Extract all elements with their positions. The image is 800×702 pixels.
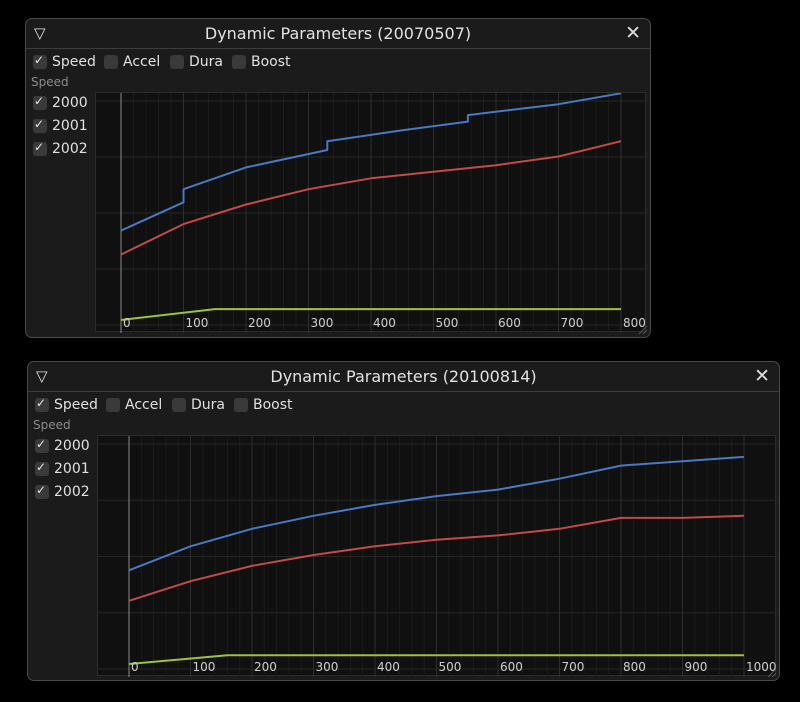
window-titlebar[interactable]: ▽ Dynamic Parameters (20070507) ✕ (26, 19, 650, 49)
series-label-2002: 2002 (52, 141, 88, 157)
checkbox-accel[interactable] (106, 398, 120, 412)
toggle-speed[interactable]: Speed (35, 396, 98, 413)
x-tick-label: 200 (254, 660, 277, 674)
checkbox-accel[interactable] (104, 55, 118, 69)
toggle-dura-label: Dura (189, 54, 223, 70)
x-tick-label: 400 (377, 660, 400, 674)
close-icon[interactable]: ✕ (625, 22, 641, 44)
x-tick-label: 500 (436, 316, 459, 330)
x-tick-label: 700 (561, 316, 584, 330)
toggle-boost[interactable]: Boost (234, 397, 293, 413)
x-tick-label: 1000 (746, 660, 777, 674)
speed-plot[interactable]: 0 100 200 300 400 500 600 700 800 (95, 92, 647, 333)
x-tick-label: 600 (500, 660, 523, 674)
series-line-2001 (120, 140, 622, 256)
toggle-speed-label: Speed (54, 397, 98, 413)
speed-chart-svg: 0 100 200 300 400 500 600 700 800 (96, 93, 647, 333)
toggle-dura[interactable]: Dura (172, 397, 225, 413)
close-icon[interactable]: ✕ (754, 365, 770, 387)
toggle-boost-label: Boost (251, 54, 291, 70)
x-tick-label: 700 (562, 660, 585, 674)
group-label: Speed (33, 418, 71, 432)
triangle-down-icon[interactable]: ▽ (34, 24, 46, 42)
series-toggle-2001[interactable]: 2001 (33, 117, 88, 134)
checkbox-2000[interactable] (33, 94, 47, 110)
speed-plot[interactable]: 0 100 200 300 400 500 600 700 800 900 1000 (97, 435, 777, 677)
series-label-2002: 2002 (54, 484, 90, 500)
toggle-accel[interactable]: Accel (104, 54, 160, 70)
toggle-accel[interactable]: Accel (106, 397, 162, 413)
toggle-speed[interactable]: Speed (33, 53, 96, 70)
toggle-accel-label: Accel (125, 397, 163, 413)
resize-grip-icon[interactable] (767, 668, 777, 678)
x-tick-label: 100 (193, 660, 216, 674)
window-title: Dynamic Parameters (20100814) (270, 367, 537, 386)
x-tick-label: 900 (685, 660, 708, 674)
toggle-accel-label: Accel (123, 54, 161, 70)
toggle-speed-label: Speed (52, 54, 96, 70)
x-tick-label: 100 (186, 316, 209, 330)
series-label-2000: 2000 (54, 438, 90, 454)
series-line-2000 (120, 93, 622, 232)
x-tick-label: 600 (498, 316, 521, 330)
toggle-boost[interactable]: Boost (232, 54, 291, 70)
x-tick-label: 300 (316, 660, 339, 674)
series-toggle-2001[interactable]: 2001 (35, 460, 90, 477)
series-line-2000 (128, 455, 745, 572)
x-tick-label: 0 (123, 316, 131, 330)
checkbox-speed[interactable] (33, 53, 47, 69)
checkbox-2002[interactable] (35, 483, 49, 499)
window-titlebar[interactable]: ▽ Dynamic Parameters (20100814) ✕ (28, 362, 779, 392)
series-label-2001: 2001 (52, 118, 88, 134)
checkbox-2000[interactable] (35, 437, 49, 453)
x-tick-label: 800 (623, 316, 646, 330)
series-line-2002 (128, 654, 744, 665)
checkbox-2001[interactable] (33, 117, 47, 133)
toggle-boost-label: Boost (253, 397, 293, 413)
series-label-2000: 2000 (52, 95, 88, 111)
series-line-2002 (120, 308, 621, 321)
checkbox-speed[interactable] (35, 396, 49, 412)
x-tick-label: 800 (623, 660, 646, 674)
window-dynamic-parameters-1: ▽ Dynamic Parameters (20070507) ✕ Speed … (25, 18, 651, 338)
group-label: Speed (31, 75, 69, 89)
speed-chart-svg: 0 100 200 300 400 500 600 700 800 900 1000 (98, 436, 777, 677)
toggle-dura[interactable]: Dura (170, 54, 223, 70)
checkbox-2002[interactable] (33, 140, 47, 156)
checkbox-dura[interactable] (172, 398, 186, 412)
x-tick-label: 0 (131, 660, 139, 674)
window-title: Dynamic Parameters (20070507) (204, 24, 472, 43)
x-tick-label: 400 (373, 316, 396, 330)
series-toggle-2002[interactable]: 2002 (35, 483, 90, 500)
resize-grip-icon[interactable] (638, 325, 648, 335)
series-line-2001 (128, 514, 745, 602)
x-tick-label: 200 (248, 316, 271, 330)
checkbox-dura[interactable] (170, 55, 184, 69)
series-toggle-2000[interactable]: 2000 (35, 437, 90, 454)
x-tick-label: 500 (439, 660, 462, 674)
triangle-down-icon[interactable]: ▽ (36, 367, 48, 385)
series-toggle-2000[interactable]: 2000 (33, 94, 88, 111)
x-tick-label: 300 (311, 316, 334, 330)
checkbox-boost[interactable] (232, 55, 246, 69)
checkbox-boost[interactable] (234, 398, 248, 412)
series-label-2001: 2001 (54, 461, 90, 477)
toggle-dura-label: Dura (191, 397, 225, 413)
checkbox-2001[interactable] (35, 460, 49, 476)
series-toggle-2002[interactable]: 2002 (33, 140, 88, 157)
window-dynamic-parameters-2: ▽ Dynamic Parameters (20100814) ✕ Speed … (27, 361, 780, 681)
